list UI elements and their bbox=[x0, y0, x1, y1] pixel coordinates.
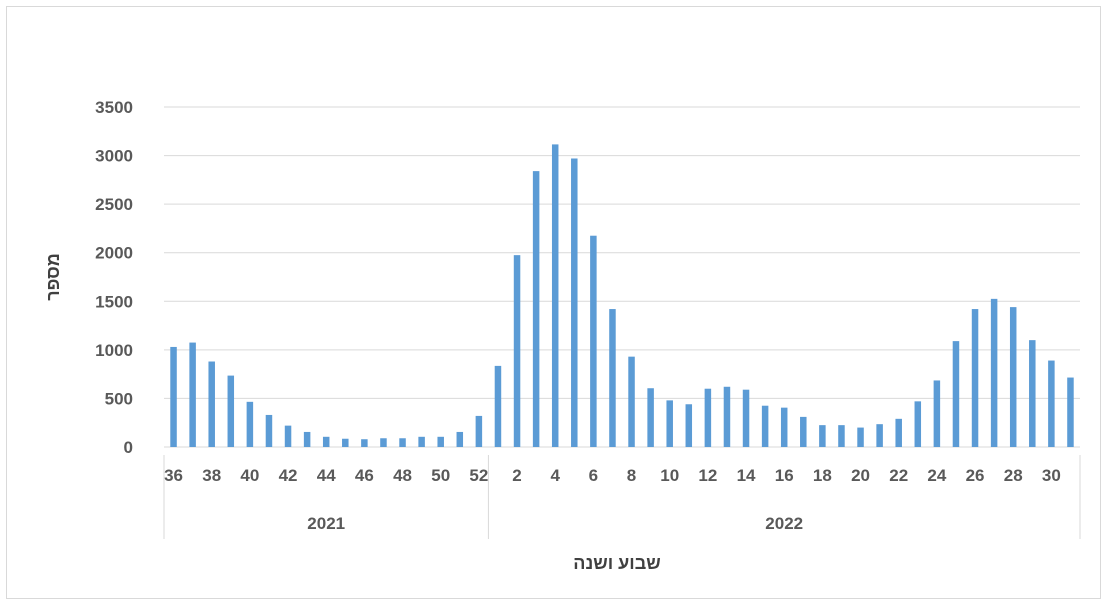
bar bbox=[437, 436, 444, 447]
bar bbox=[494, 365, 502, 447]
bar bbox=[895, 418, 902, 447]
x-tick-label: 22 bbox=[889, 466, 908, 485]
bar bbox=[761, 405, 769, 447]
bar bbox=[876, 424, 883, 447]
x-tick-label: 4 bbox=[550, 466, 560, 485]
bar bbox=[990, 298, 998, 447]
x-tick-label: 40 bbox=[240, 466, 259, 485]
bar bbox=[513, 255, 521, 447]
x-tick-label: 12 bbox=[698, 466, 717, 485]
bar bbox=[666, 400, 673, 447]
bar bbox=[303, 431, 311, 447]
bar bbox=[380, 438, 387, 447]
group-label: 2022 bbox=[765, 514, 803, 533]
y-tick-label: 3000 bbox=[95, 147, 133, 166]
bar bbox=[628, 356, 635, 447]
bar bbox=[914, 401, 922, 447]
y-tick-label: 1000 bbox=[95, 341, 133, 360]
x-tick-label: 48 bbox=[393, 466, 412, 485]
bar bbox=[1048, 360, 1055, 447]
bar bbox=[284, 425, 292, 447]
bar bbox=[590, 235, 597, 447]
y-tick-label: 3500 bbox=[95, 98, 133, 117]
x-tick-label: 38 bbox=[202, 466, 221, 485]
x-tick-label: 44 bbox=[317, 466, 336, 485]
bar bbox=[571, 158, 578, 447]
bar bbox=[647, 388, 654, 447]
x-axis-title: שבוע ושנה bbox=[573, 553, 660, 573]
y-axis-title: מספר bbox=[43, 253, 63, 301]
x-tick-label: 6 bbox=[589, 466, 598, 485]
bar bbox=[780, 407, 788, 447]
y-axis-ticks: 0 500 1000 1500 2000 2500 3000 3500 bbox=[95, 98, 133, 457]
bar bbox=[342, 438, 349, 447]
y-tick-label: 0 bbox=[124, 438, 133, 457]
bar bbox=[723, 386, 731, 447]
bar bbox=[265, 414, 273, 447]
x-tick-label: 24 bbox=[927, 466, 946, 485]
bar bbox=[418, 436, 425, 447]
group-label: 2021 bbox=[307, 514, 345, 533]
bar bbox=[685, 404, 693, 447]
y-tick-label: 500 bbox=[105, 389, 133, 408]
bar bbox=[704, 388, 712, 447]
bar bbox=[361, 439, 368, 447]
bar bbox=[322, 436, 330, 447]
bar bbox=[819, 425, 826, 447]
bar bbox=[1009, 307, 1017, 447]
bar bbox=[456, 431, 464, 447]
x-tick-label: 26 bbox=[966, 466, 985, 485]
bar bbox=[933, 380, 941, 447]
bar bbox=[609, 309, 616, 447]
bars bbox=[170, 144, 1074, 447]
x-axis-ticks: 36 38 40 42 44 46 48 50 52 2 4 6 8 10 12 14 16 18 20 22 24 26… bbox=[164, 466, 1061, 485]
bar bbox=[952, 341, 960, 447]
x-tick-label: 50 bbox=[431, 466, 450, 485]
bar bbox=[742, 389, 750, 447]
x-tick-label: 52 bbox=[469, 466, 488, 485]
x-tick-label: 8 bbox=[627, 466, 636, 485]
x-tick-label: 46 bbox=[355, 466, 374, 485]
bar bbox=[227, 375, 235, 447]
gridlines bbox=[164, 106, 1080, 448]
bar bbox=[189, 342, 196, 447]
bar bbox=[1067, 377, 1074, 447]
bar bbox=[800, 416, 807, 447]
bar bbox=[838, 425, 845, 447]
y-tick-label: 2500 bbox=[95, 195, 133, 214]
y-tick-label: 2000 bbox=[95, 244, 133, 263]
x-tick-label: 30 bbox=[1042, 466, 1061, 485]
x-tick-label: 28 bbox=[1004, 466, 1023, 485]
bar bbox=[532, 171, 540, 447]
bar bbox=[246, 401, 254, 447]
bar bbox=[857, 427, 864, 447]
x-tick-label: 20 bbox=[851, 466, 870, 485]
chart-frame: 0 500 1000 1500 2000 2500 3000 3500 36 38 40 42 44 4… bbox=[6, 6, 1101, 599]
x-tick-label: 14 bbox=[737, 466, 756, 485]
bar bbox=[1029, 340, 1036, 447]
x-tick-label: 18 bbox=[813, 466, 832, 485]
x-tick-label: 36 bbox=[164, 466, 183, 485]
bar bbox=[208, 361, 215, 447]
x-tick-label: 10 bbox=[660, 466, 679, 485]
x-tick-label: 42 bbox=[279, 466, 298, 485]
bar bbox=[551, 144, 559, 447]
bar bbox=[971, 309, 979, 447]
bar bbox=[399, 438, 406, 447]
x-axis-groups: 2021 2022 bbox=[163, 455, 1081, 539]
bar bbox=[475, 415, 483, 447]
x-tick-label: 2 bbox=[512, 466, 521, 485]
y-tick-label: 1500 bbox=[95, 292, 133, 311]
bar bbox=[170, 346, 177, 447]
x-tick-label: 16 bbox=[775, 466, 794, 485]
